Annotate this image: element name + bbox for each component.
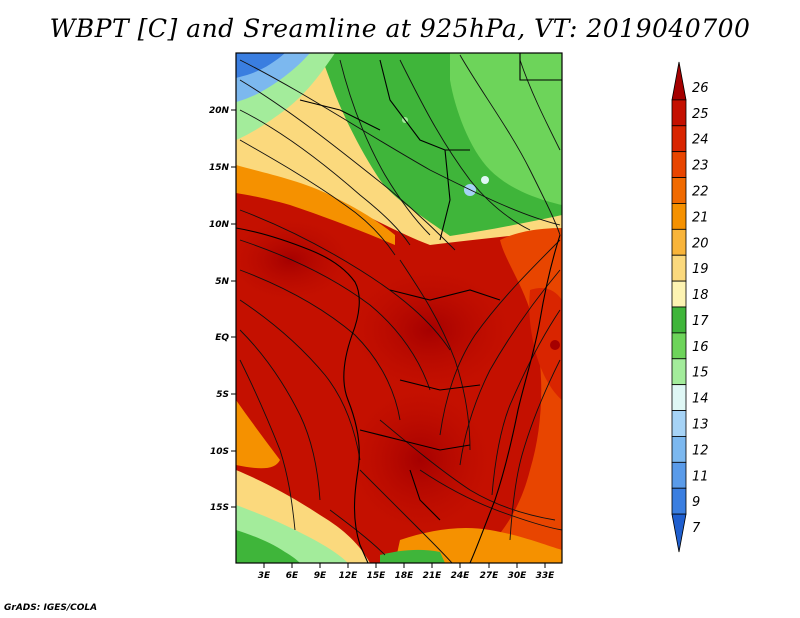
streamlines (239, 54, 562, 563)
lat-label-15n: 15N (209, 163, 230, 173)
colorbar-label: 14 (692, 392, 709, 407)
colorbar-label: 21 (692, 210, 709, 225)
colorbar-label: 23 (692, 159, 709, 174)
colorbar-swatch (671, 384, 687, 411)
lat-label-15s: 15S (210, 503, 229, 513)
colorbar-label: 17 (692, 314, 709, 329)
colorbar-label: 9 (692, 495, 700, 510)
colorbar-label: 15 (692, 366, 709, 381)
colorbar-label: 7 (692, 521, 701, 536)
colorbar-swatch (671, 358, 687, 386)
lon-label-24e: 24E (451, 571, 471, 581)
grads-credit: GrADS: IGES/COLA (4, 603, 98, 613)
colorbar-label: 11 (692, 469, 709, 484)
lon-label-12e: 12E (339, 571, 359, 581)
colorbar-swatch (671, 61, 687, 101)
colorbar-label: 12 (692, 443, 709, 458)
colorbar-swatch (671, 332, 687, 360)
colorbar-label: 26 (692, 81, 709, 96)
lon-label-15e: 15E (367, 571, 387, 581)
lon-label-33e: 33E (536, 571, 556, 581)
colorbar-label: 24 (692, 133, 709, 148)
colorbar-swatch (671, 280, 687, 308)
colorbar-swatch (671, 99, 687, 127)
lon-label-18e: 18E (395, 571, 415, 581)
colorbar-label: 22 (692, 185, 709, 200)
colorbar-label: 19 (692, 262, 709, 277)
colorbar-label: 18 (692, 288, 709, 303)
temperature-field (236, 53, 562, 563)
colorbar-label: 20 (692, 236, 709, 251)
colorbar-label: 16 (692, 340, 709, 355)
lon-label-27e: 27E (480, 571, 500, 581)
latitude-axis: 20N 15N 10N 5N EQ 5S 10S 15S (209, 106, 236, 513)
lat-label-10n: 10N (209, 220, 230, 230)
colorbar-swatch (671, 203, 687, 230)
lat-label-10s: 10S (210, 447, 229, 457)
lon-label-3e: 3E (258, 571, 271, 581)
coastlines (236, 53, 562, 563)
colorbar-swatch (671, 151, 687, 178)
lon-label-21e: 21E (423, 571, 443, 581)
lat-label-5s: 5S (216, 390, 229, 400)
lon-label-9e: 9E (314, 571, 327, 581)
colorbar-label: 13 (692, 418, 709, 433)
colorbar-label: 25 (692, 107, 709, 122)
colorbar: 26 25 24 23 22 21 20 19 18 17 16 15 14 13 12 11 9 7 (671, 61, 709, 553)
colorbar-swatch (671, 177, 687, 204)
colorbar-swatch (671, 410, 687, 437)
lon-label-6e: 6E (286, 571, 299, 581)
map-border (235, 52, 563, 564)
colorbar-swatch (671, 228, 687, 256)
longitude-axis: 3E 6E 9E 12E 15E 18E 21E 24E 27E 30E 33E (258, 563, 555, 581)
lon-label-30e: 30E (508, 571, 528, 581)
lat-label-eq: EQ (215, 333, 229, 343)
lat-label-5n: 5N (215, 277, 229, 287)
colorbar-swatch (671, 461, 687, 489)
colorbar-swatch (671, 125, 687, 153)
chart-title: WBPT [C] and Sreamline at 925hPa, VT: 20… (49, 14, 751, 43)
lat-label-20n: 20N (209, 106, 230, 116)
colorbar-swatch (671, 513, 687, 553)
colorbar-swatch (671, 306, 687, 334)
colorbar-swatch (671, 436, 687, 463)
colorbar-swatch (671, 254, 687, 282)
colorbar-swatch (671, 487, 687, 515)
